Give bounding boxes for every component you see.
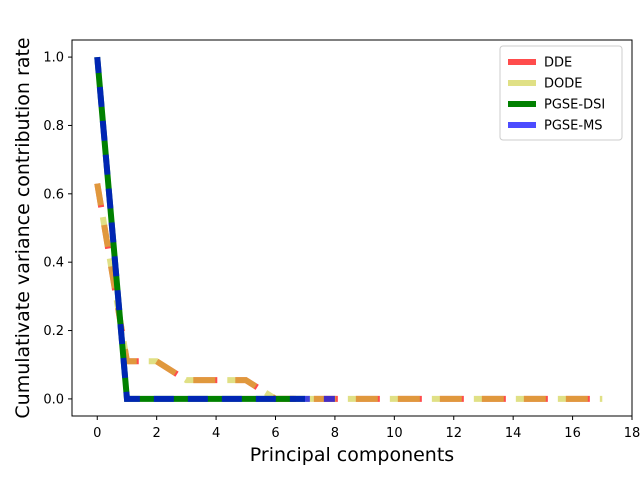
x-tick-label: 10	[386, 426, 403, 441]
series-line-2	[94, 183, 603, 402]
y-tick-label: 1.0	[43, 51, 64, 66]
x-tick-label: 0	[93, 426, 101, 441]
y-axis-label: Cumulativate variance contribution rate	[12, 37, 34, 418]
x-tick-label: 14	[505, 426, 522, 441]
plot-frame	[71, 39, 633, 417]
x-axis: 0 2 4 6 8 10 12 14 16 18	[93, 416, 640, 441]
legend: DDE DODE PGSE-DSI PGSE-MS	[499, 45, 623, 141]
legend-label: PGSE-DSI	[544, 98, 605, 113]
series-line-4	[94, 56, 335, 402]
x-tick-label: 8	[331, 426, 339, 441]
y-tick-label: 0.2	[43, 324, 64, 339]
legend-label: DODE	[544, 77, 582, 92]
legend-label: PGSE-MS	[544, 119, 603, 134]
x-tick-label: 18	[624, 426, 640, 441]
legend-label: DDE	[544, 56, 572, 71]
y-tick-label: 0.4	[43, 256, 64, 271]
x-tick-label: 2	[153, 426, 161, 441]
series-layer	[94, 56, 603, 402]
legend-box	[499, 45, 623, 141]
y-tick-label: 0.8	[43, 119, 64, 134]
x-tick-label: 12	[445, 426, 462, 441]
x-axis-label: Principal components	[250, 444, 454, 466]
y-axis: 0.0 0.2 0.4 0.6 0.8 1.0	[43, 51, 72, 407]
y-tick-label: 0.6	[43, 187, 64, 202]
x-tick-label: 6	[271, 426, 279, 441]
x-tick-label: 16	[564, 426, 581, 441]
x-tick-label: 4	[212, 426, 220, 441]
y-tick-label: 0.0	[43, 392, 64, 407]
